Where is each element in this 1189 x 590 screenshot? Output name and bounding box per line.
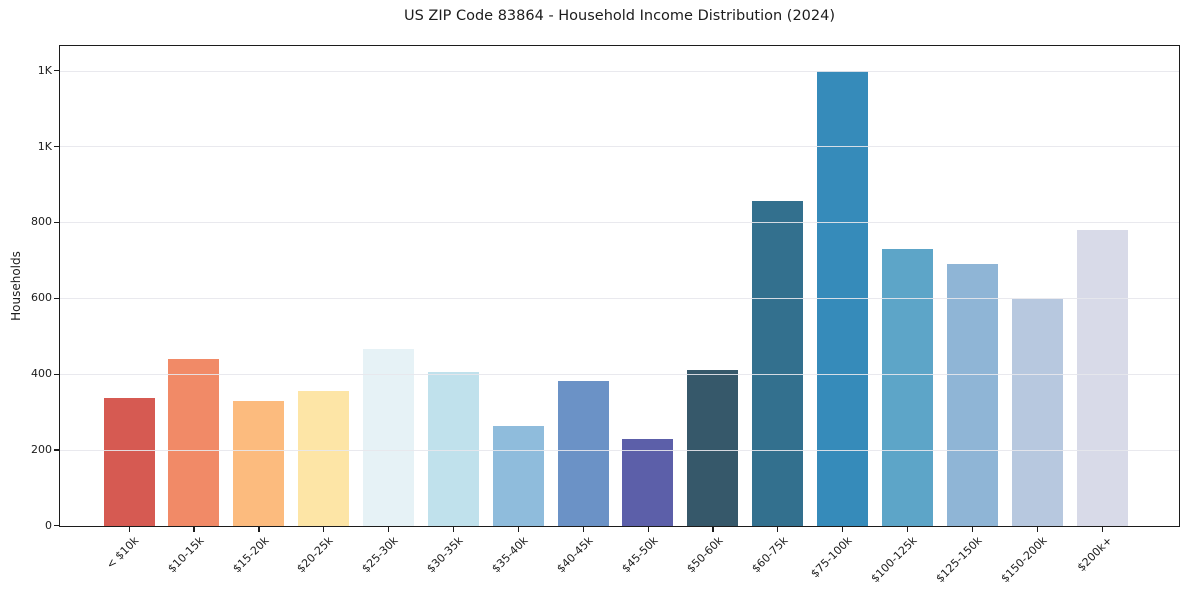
gridline bbox=[60, 298, 1179, 300]
x-tick-label-text: $25-30k bbox=[359, 534, 401, 576]
y-tick-label: 800 bbox=[31, 215, 52, 229]
x-tick-label-text: $20-25k bbox=[294, 534, 336, 576]
bar-7 bbox=[557, 380, 609, 526]
bar-4 bbox=[362, 349, 414, 526]
x-tick-mark bbox=[128, 527, 130, 532]
bar-10 bbox=[752, 200, 804, 526]
x-tick-mark bbox=[193, 527, 195, 532]
x-tick-label-text: $150-200k bbox=[998, 534, 1050, 586]
x-tick-mark bbox=[517, 527, 519, 532]
x-tick-label-text: $60-75k bbox=[748, 534, 791, 576]
gridline bbox=[60, 449, 1179, 451]
bar-3 bbox=[298, 391, 350, 526]
x-tick-label-text: $10-15k bbox=[164, 534, 207, 576]
x-tick-mark bbox=[842, 527, 844, 532]
x-tick-mark bbox=[452, 527, 455, 532]
x-tick-label-text: $40-45k bbox=[554, 534, 596, 576]
bar-0 bbox=[103, 398, 155, 526]
x-tick-label-text: $125-150k bbox=[933, 534, 985, 586]
gridline bbox=[60, 146, 1179, 148]
x-tick-label-text: $75-100k bbox=[808, 534, 855, 581]
gridline bbox=[60, 222, 1179, 224]
plot-area bbox=[59, 45, 1180, 527]
y-tick-label: 1K bbox=[37, 139, 52, 153]
bar-12 bbox=[881, 249, 933, 526]
x-tick-label-text: $35-40k bbox=[489, 534, 531, 576]
y-tick-label: 0 bbox=[45, 518, 52, 532]
y-tick-label: 1K bbox=[37, 63, 52, 77]
x-tick-mark bbox=[582, 527, 584, 532]
x-tick-label-text: $50-60k bbox=[683, 534, 726, 576]
bar-5 bbox=[427, 372, 479, 526]
y-tick-mark bbox=[54, 525, 59, 527]
gridline bbox=[60, 373, 1179, 375]
y-tick-label: 400 bbox=[31, 367, 52, 381]
bar-15 bbox=[1076, 229, 1128, 526]
y-tick-mark bbox=[54, 221, 59, 224]
y-tick-mark bbox=[54, 146, 59, 148]
gridline bbox=[60, 70, 1179, 72]
x-tick-label-text: $15-20k bbox=[229, 534, 272, 576]
x-tick-label-text: $45-50k bbox=[619, 534, 661, 576]
bar-6 bbox=[492, 425, 544, 526]
y-tick-mark bbox=[54, 373, 59, 375]
x-tick-mark bbox=[647, 527, 649, 532]
bar-13 bbox=[946, 263, 998, 526]
x-tick-label-text: $100-125k bbox=[868, 534, 920, 586]
x-tick-label-text: $30-35k bbox=[424, 534, 466, 576]
y-tick-label: 200 bbox=[31, 442, 52, 456]
bar-8 bbox=[622, 438, 674, 526]
x-tick-mark bbox=[258, 527, 260, 532]
y-axis-label: Households bbox=[9, 251, 23, 321]
x-tick-mark bbox=[388, 527, 390, 532]
y-tick-mark bbox=[54, 449, 59, 451]
x-tick-mark bbox=[1101, 527, 1103, 532]
x-tick-mark bbox=[907, 527, 909, 532]
x-tick-mark bbox=[1036, 527, 1038, 532]
x-tick-mark bbox=[971, 527, 974, 532]
x-tick-mark bbox=[712, 527, 714, 532]
bar-9 bbox=[687, 370, 739, 526]
y-tick-label: 600 bbox=[31, 291, 52, 305]
chart-title: US ZIP Code 83864 - Household Income Dis… bbox=[403, 8, 836, 24]
y-tick-mark bbox=[54, 297, 59, 299]
y-tick-mark bbox=[54, 70, 59, 72]
x-tick-label-text: $200k+ bbox=[1074, 534, 1115, 575]
bar-14 bbox=[1011, 298, 1063, 526]
x-tick-mark bbox=[777, 527, 779, 532]
bar-2 bbox=[233, 400, 285, 526]
x-tick-label-text: < $10k bbox=[103, 534, 142, 572]
x-tick-mark bbox=[323, 527, 325, 532]
bar-1 bbox=[168, 359, 220, 526]
